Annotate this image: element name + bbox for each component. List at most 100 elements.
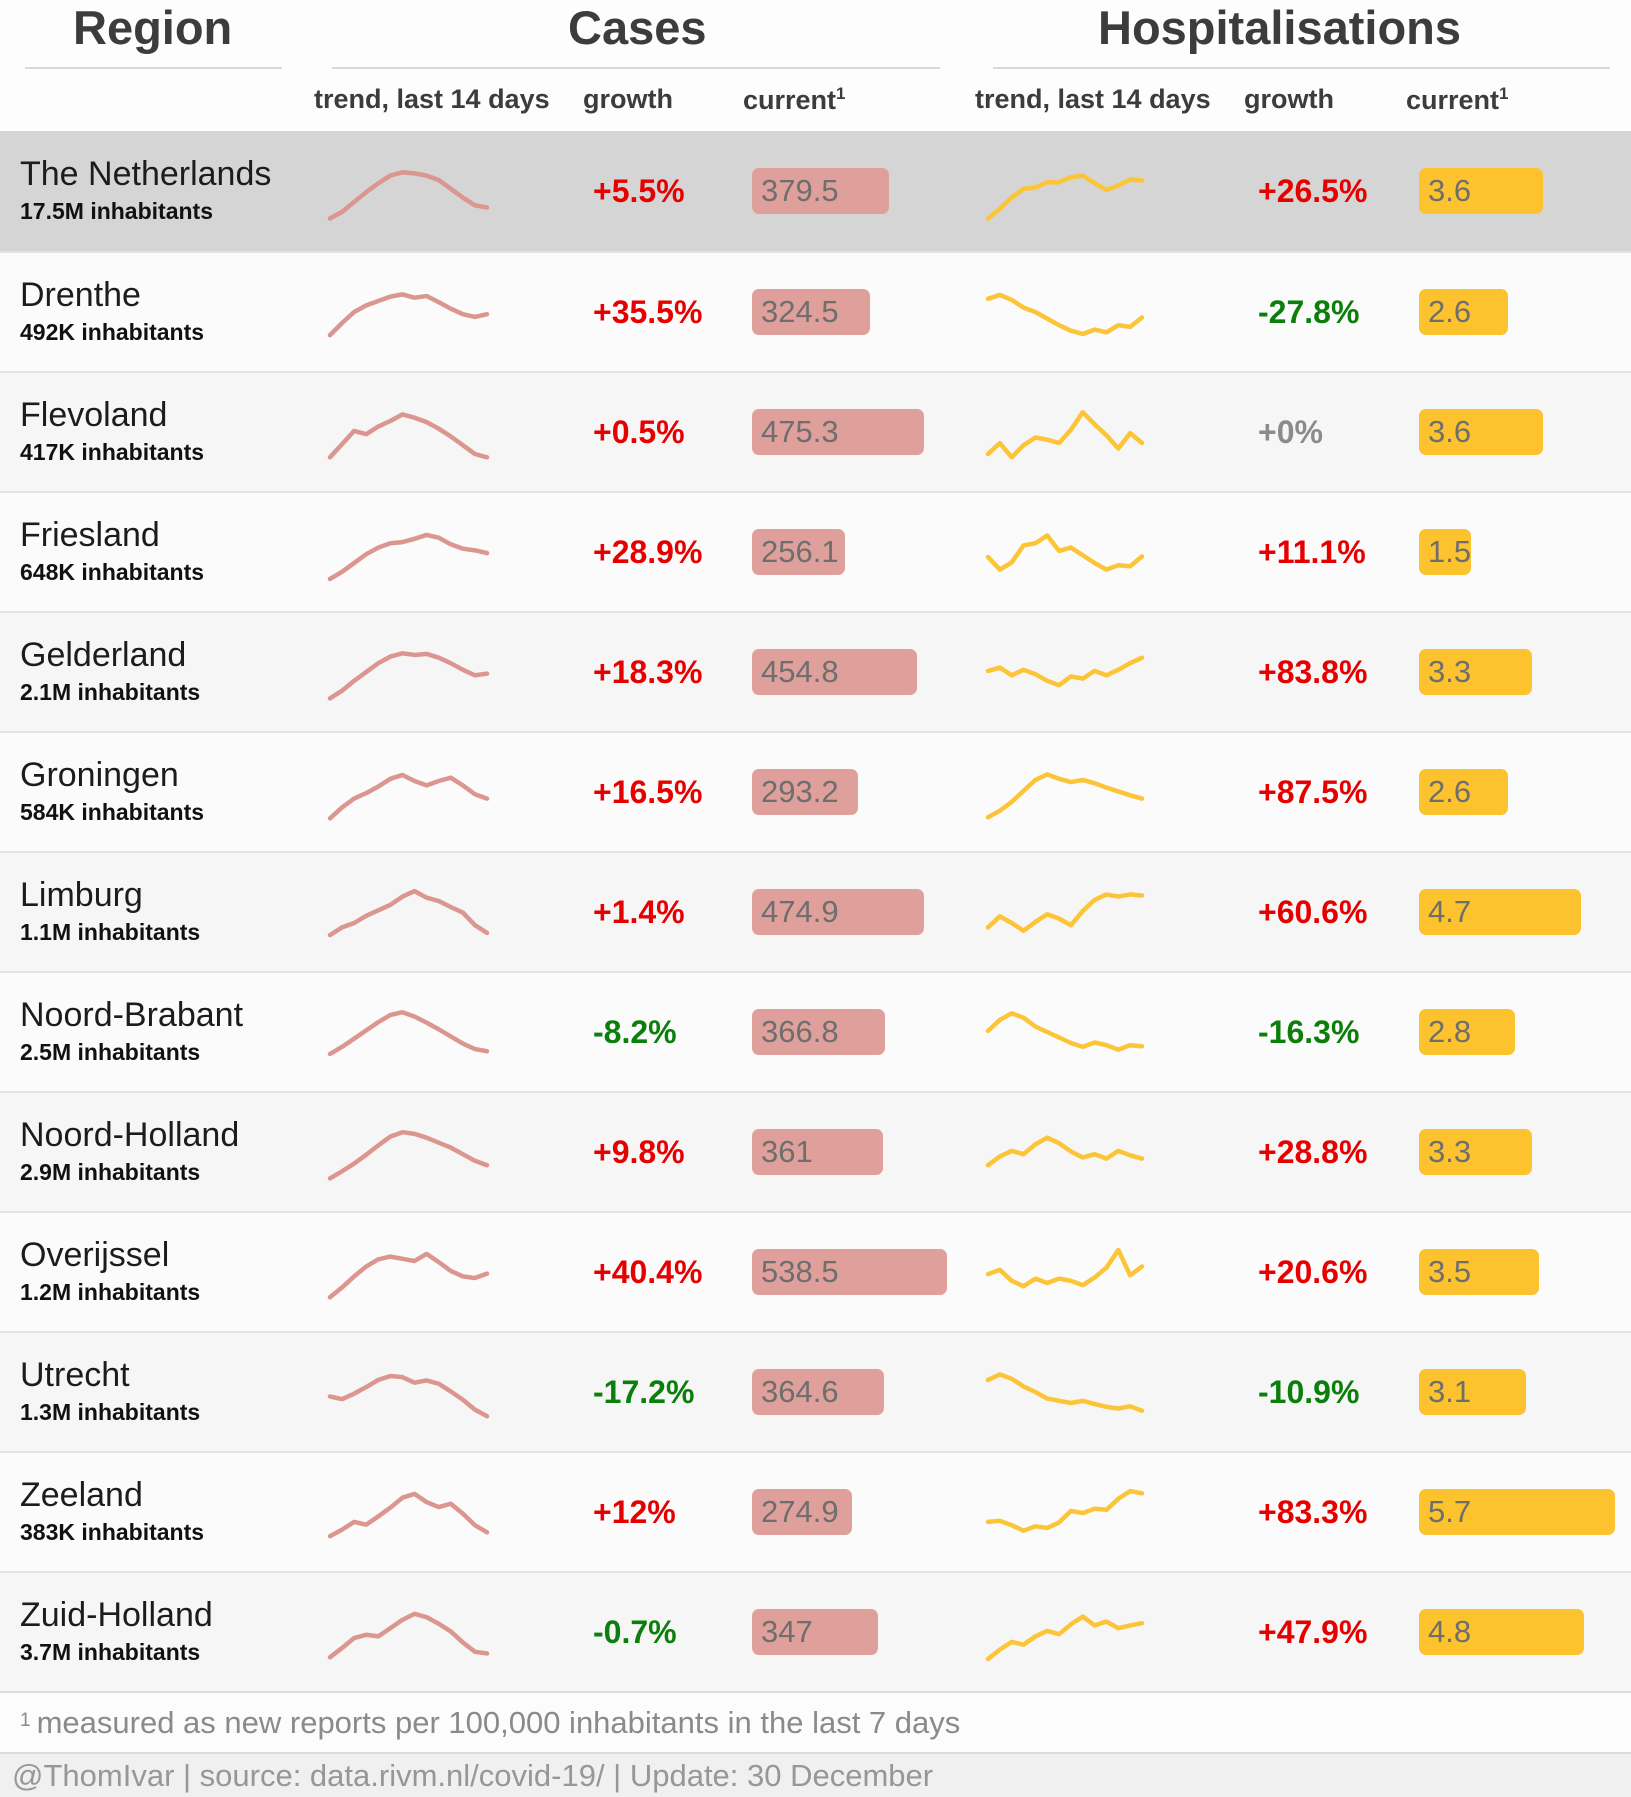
cases-current-value: 379.5	[761, 173, 839, 208]
cases-current-cell: 475.3	[740, 373, 975, 491]
cases-growth-value: +5.5%	[593, 172, 685, 209]
hosp-current-value: 3.6	[1428, 414, 1472, 449]
region-inhabitants: 648K inhabitants	[20, 558, 205, 585]
cases-growth-value: +16.5%	[593, 773, 703, 810]
table-row: Gelderland 2.1M inhabitants +18.3% 454.8…	[0, 611, 1631, 731]
cases-current-bar: 274.9	[752, 1489, 852, 1535]
hosp-current-cell: 3.6	[1405, 131, 1631, 251]
hosp-growth-value: +47.9%	[1258, 1613, 1368, 1650]
hosp-current-cell: 4.8	[1405, 1573, 1631, 1691]
region-name: Noord-Holland	[20, 1116, 240, 1155]
cases-trend-sparkline	[310, 973, 490, 1091]
cases-growth-value: +28.9%	[593, 533, 703, 570]
cases-growth-value: +40.4%	[593, 1253, 703, 1290]
region-name: Friesland	[20, 516, 160, 555]
cases-current-bar: 364.6	[752, 1369, 884, 1415]
hosp-current-bar: 3.3	[1419, 649, 1532, 695]
cases-current-cell: 293.2	[740, 733, 975, 851]
region-inhabitants: 2.5M inhabitants	[20, 1038, 201, 1065]
cases-growth-value: -17.2%	[593, 1373, 695, 1410]
hosp-growth-value: +87.5%	[1258, 773, 1368, 810]
cases-growth-value: +12%	[593, 1493, 676, 1530]
hosp-current-value: 5.7	[1428, 1494, 1472, 1529]
hosp-trend-column-header: trend, last 14 days	[975, 84, 1211, 114]
cases-growth-value: -8.2%	[593, 1013, 677, 1050]
hosp-growth-value: -16.3%	[1258, 1013, 1360, 1050]
table-row: Noord-Holland 2.9M inhabitants +9.8% 361…	[0, 1091, 1631, 1211]
region-inhabitants: 1.1M inhabitants	[20, 918, 201, 945]
cases-current-cell: 274.9	[740, 1453, 975, 1571]
cases-growth-value: +35.5%	[593, 293, 703, 330]
region-cell: The Netherlands 17.5M inhabitants	[0, 156, 310, 225]
cases-growth-value: +9.8%	[593, 1133, 685, 1170]
hosp-current-cell: 3.3	[1405, 613, 1631, 731]
cases-trend-sparkline	[310, 131, 490, 251]
region-name: Utrecht	[20, 1356, 130, 1395]
cases-growth-column-header: growth	[583, 84, 673, 114]
cases-current-cell: 361	[740, 1093, 975, 1211]
hosp-current-value: 1.5	[1428, 534, 1472, 569]
region-inhabitants: 417K inhabitants	[20, 438, 205, 465]
region-inhabitants: 3.7M inhabitants	[20, 1638, 201, 1665]
cases-current-bar: 324.5	[752, 289, 870, 335]
hosp-current-value: 2.6	[1428, 294, 1472, 329]
hosp-current-column-header: current1	[1406, 84, 1509, 115]
cases-trend-sparkline	[310, 1573, 490, 1691]
hosp-current-value: 3.3	[1428, 654, 1472, 689]
hosp-current-cell: 2.8	[1405, 973, 1631, 1091]
hosp-current-value: 3.6	[1428, 173, 1472, 208]
cases-current-bar: 293.2	[752, 769, 858, 815]
region-name: Groningen	[20, 756, 179, 795]
region-inhabitants: 1.3M inhabitants	[20, 1398, 201, 1425]
hosp-growth-value: +26.5%	[1258, 172, 1368, 209]
cases-current-cell: 454.8	[740, 613, 975, 731]
region-name: Flevoland	[20, 396, 168, 435]
cases-current-value: 538.5	[761, 1254, 839, 1289]
hosp-current-cell: 3.1	[1405, 1333, 1631, 1451]
hosp-current-bar: 2.6	[1419, 289, 1508, 335]
cases-trend-sparkline	[310, 613, 490, 731]
hosp-growth-column-header: growth	[1244, 84, 1334, 114]
hosp-current-cell: 1.5	[1405, 493, 1631, 611]
cases-current-value: 293.2	[761, 774, 839, 809]
credit-line: @ThomIvar | source: data.rivm.nl/covid-1…	[0, 1752, 1631, 1797]
hosp-current-bar: 1.5	[1419, 529, 1471, 575]
cases-current-value: 454.8	[761, 654, 839, 689]
cases-current-cell: 324.5	[740, 253, 975, 371]
region-inhabitants: 383K inhabitants	[20, 1518, 205, 1545]
region-cell: Noord-Brabant 2.5M inhabitants	[0, 997, 310, 1066]
region-cell: Limburg 1.1M inhabitants	[0, 876, 310, 946]
table-row: The Netherlands 17.5M inhabitants +5.5% …	[0, 131, 1631, 251]
hosp-trend-sparkline	[975, 1213, 1160, 1331]
cases-current-cell: 474.9	[740, 853, 975, 971]
hosp-current-bar: 2.8	[1419, 1009, 1515, 1055]
table-row: Groningen 584K inhabitants +16.5% 293.2 …	[0, 731, 1631, 851]
cases-current-cell: 256.1	[740, 493, 975, 611]
cases-growth-value: +0.5%	[593, 413, 685, 450]
hosp-trend-sparkline	[975, 493, 1160, 611]
cases-growth-value: -0.7%	[593, 1613, 677, 1650]
region-cell: Drenthe 492K inhabitants	[0, 277, 310, 346]
hosp-current-value: 2.6	[1428, 774, 1472, 809]
hosp-current-bar: 3.6	[1419, 409, 1543, 455]
cases-growth-value: +1.4%	[593, 893, 685, 930]
cases-current-bar: 366.8	[752, 1009, 885, 1055]
cases-trend-sparkline	[310, 1333, 490, 1451]
hosp-growth-value: -10.9%	[1258, 1373, 1360, 1410]
table-row: Flevoland 417K inhabitants +0.5% 475.3 +…	[0, 371, 1631, 491]
cases-trend-sparkline	[310, 373, 490, 491]
cases-current-column-header: current1	[743, 84, 846, 115]
hosp-current-cell: 2.6	[1405, 733, 1631, 851]
table-row: Limburg 1.1M inhabitants +1.4% 474.9 +60…	[0, 851, 1631, 971]
cases-current-value: 364.6	[761, 1374, 839, 1409]
hosp-growth-value: +83.8%	[1258, 653, 1368, 690]
cases-trend-sparkline	[310, 493, 490, 611]
cases-current-value: 324.5	[761, 294, 839, 329]
cases-trend-column-header: trend, last 14 days	[314, 84, 550, 114]
hosp-growth-value: +83.3%	[1258, 1493, 1368, 1530]
region-name: Limburg	[20, 876, 143, 915]
region-cell: Utrecht 1.3M inhabitants	[0, 1356, 310, 1426]
cases-current-cell: 364.6	[740, 1333, 975, 1451]
hosp-trend-sparkline	[975, 853, 1160, 971]
region-cell: Groningen 584K inhabitants	[0, 756, 310, 826]
